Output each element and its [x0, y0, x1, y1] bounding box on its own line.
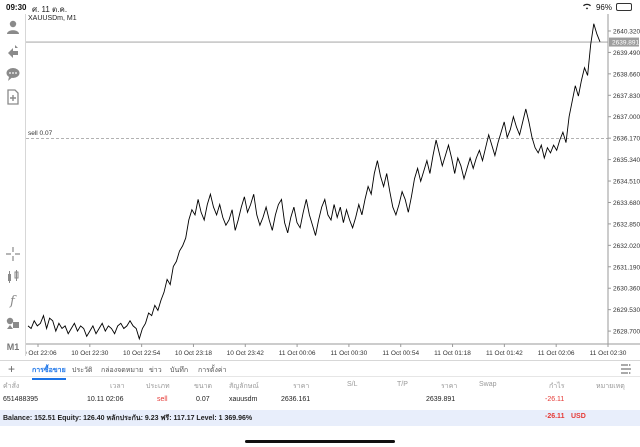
header-comment: หมายเหตุ — [596, 383, 625, 390]
y-tick-label: 2637.000 — [613, 114, 640, 121]
status-bar: 09:30 ศ. 11 ต.ค. 96% — [0, 0, 640, 14]
x-tick-label: 11 Oct 01:18 — [434, 350, 471, 357]
trade-icon[interactable] — [4, 42, 22, 60]
battery-percent: 96% — [595, 2, 612, 12]
timeframe-button[interactable]: M1 — [6, 342, 20, 352]
y-tick-label: 2636.170 — [613, 136, 640, 143]
header-sl: S/L — [347, 381, 358, 388]
crosshair-icon[interactable] — [4, 245, 22, 263]
x-tick-label: 11 Oct 02:06 — [538, 350, 575, 357]
cell-volume: 0.07 — [196, 396, 210, 403]
cell-time: 10.11 02:06 — [87, 396, 124, 403]
price-series-line — [27, 23, 601, 341]
y-tick-label: 2635.340 — [613, 157, 640, 164]
add-icon[interactable]: + — [8, 362, 16, 376]
x-tick-label: 10 Oct 22:06 — [26, 350, 57, 357]
current-price-tag: 2639.891 — [612, 40, 639, 47]
header-symbol: สัญลักษณ์ — [229, 383, 259, 390]
current-price-tag-bg — [609, 37, 639, 47]
cell-type: sell — [157, 396, 168, 403]
y-tick-label: 2632.020 — [613, 243, 640, 250]
y-tick-label: 2631.190 — [613, 264, 640, 271]
status-date: ศ. 11 ต.ค. — [32, 5, 68, 14]
x-tick-label: 11 Oct 00:54 — [382, 350, 419, 357]
account-icon[interactable] — [4, 18, 22, 36]
status-time: 09:30 — [6, 3, 27, 12]
status-right: 96% — [582, 2, 632, 12]
header-price: ราคา — [293, 383, 310, 390]
tab-trade[interactable]: การซื้อขาย — [32, 367, 66, 380]
y-tick-label: 2634.510 — [613, 179, 640, 186]
balance-currency: USD — [571, 413, 586, 420]
x-tick-label: 10 Oct 22:30 — [71, 350, 109, 357]
price-chart[interactable]: 2640.320 2639.490 2638.660 2637.830 2637.000… — [26, 14, 640, 360]
x-tick-label: 11 Oct 01:42 — [486, 350, 523, 357]
menu-icon[interactable] — [620, 364, 632, 374]
cell-open-price: 2636.161 — [281, 396, 311, 403]
header-profit: กำไร — [549, 383, 565, 390]
x-tick-label: 10 Oct 23:18 — [175, 350, 213, 357]
balance-summary: Balance: 152.51 Equity: 126.40 หลักประกั… — [3, 415, 253, 422]
tab-mailbox[interactable]: กล่องจดหมาย — [101, 367, 144, 374]
balance-row: Balance: 152.51 Equity: 126.40 หลักประกั… — [0, 410, 640, 426]
cell-profit: -26.11 — [545, 396, 565, 403]
y-tick-label: 2632.850 — [613, 221, 640, 228]
balance-profit: -26.11 — [545, 413, 565, 420]
candles-icon[interactable] — [4, 268, 22, 286]
header-volume: ขนาด — [194, 383, 213, 390]
table-row[interactable]: 651488395 10.11 02:06 sell 0.07 xauusdm … — [0, 393, 640, 409]
y-tick-label: 2630.360 — [613, 286, 640, 293]
bottom-tab-bar: + การซื้อขาย ประวัติ กล่องจดหมาย ข่าว บั… — [0, 360, 640, 380]
y-tick-label: 2633.680 — [613, 200, 640, 207]
y-tick-label: 2638.660 — [613, 71, 640, 78]
x-tick-label: 11 Oct 00:30 — [331, 350, 368, 357]
home-indicator — [245, 440, 395, 443]
wifi-icon — [582, 2, 592, 12]
header-time: เวลา — [110, 383, 125, 390]
y-tick-label: 2637.830 — [613, 93, 640, 100]
header-current-price: ราคา — [441, 383, 458, 390]
tab-history[interactable]: ประวัติ — [72, 367, 93, 374]
tab-settings[interactable]: การตั้งค่า — [198, 367, 227, 374]
x-tick-label: 10 Oct 22:54 — [123, 350, 161, 357]
sell-order-label: sell 0.07 — [28, 130, 53, 137]
battery-icon — [616, 3, 632, 11]
header-order: คำสั่ง — [3, 383, 20, 390]
cell-symbol: xauusdm — [229, 396, 258, 403]
chat-icon[interactable] — [4, 65, 22, 83]
x-tick-label: 11 Oct 02:30 — [590, 350, 627, 357]
x-tick-label: 11 Oct 00:06 — [279, 350, 316, 357]
x-tick-label: 10 Oct 23:42 — [227, 350, 265, 357]
objects-icon[interactable] — [4, 314, 22, 332]
y-tick-label: 2628.700 — [613, 329, 640, 336]
y-tick-label: 2629.530 — [613, 307, 640, 314]
header-swap: Swap — [479, 381, 497, 388]
tab-journal[interactable]: บันทึก — [170, 367, 189, 374]
chart-canvas[interactable]: 2640.320 2639.490 2638.660 2637.830 2637.000… — [26, 14, 640, 360]
indicator-icon[interactable]: f — [4, 291, 22, 309]
cell-order: 651488395 — [3, 396, 39, 403]
y-tick-label: 2639.490 — [613, 50, 640, 57]
left-toolbar: f M1 — [0, 14, 26, 356]
chart-symbol-label: XAUUSDm, M1 — [28, 15, 77, 22]
y-tick-label: 2640.320 — [613, 28, 640, 35]
header-tp: T/P — [397, 381, 408, 388]
add-document-icon[interactable] — [4, 88, 22, 106]
svg-text:f: f — [9, 294, 17, 308]
cell-current-price: 2639.891 — [426, 396, 456, 403]
table-header: คำสั่ง เวลา ประเภท ขนาด สัญลักษณ์ ราคา S… — [0, 378, 640, 392]
header-type: ประเภท — [146, 383, 170, 390]
tab-news[interactable]: ข่าว — [149, 367, 162, 374]
